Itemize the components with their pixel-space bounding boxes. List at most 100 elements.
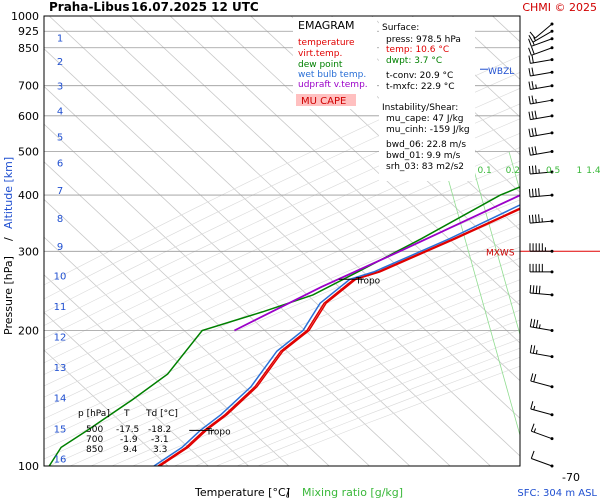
wind-barb-20 <box>530 401 554 417</box>
dry-adiabat-30 <box>44 186 520 398</box>
wind-barb-dot <box>550 29 554 33</box>
wind-barb-flag <box>529 318 533 327</box>
wind-barb-flag <box>531 54 534 63</box>
table-row-500-p: 500 <box>86 425 103 435</box>
wind-barb-1 <box>528 29 554 43</box>
dry-adiabat-60 <box>44 223 520 430</box>
p-tick-label: 200 <box>18 325 39 338</box>
wind-barb-21 <box>530 423 554 441</box>
dry-adiabat-70 <box>44 235 520 440</box>
wind-barb-flag <box>532 319 536 328</box>
wind-barb-dot <box>550 70 554 74</box>
surface-press: press: 978.5 hPa <box>386 35 461 45</box>
wind-barb-15 <box>529 263 554 274</box>
wind-barb-flag <box>531 95 534 104</box>
dry-adiabat-10 <box>44 160 520 375</box>
isotherm--50 <box>169 16 520 344</box>
legend-item-dew-point: dew point <box>298 60 343 70</box>
isotherm--150 <box>44 274 249 466</box>
instability-srh03: srh_03: 83 m2/s2 <box>386 162 464 172</box>
wind-barb-flag <box>533 428 537 433</box>
isotherm--100 <box>44 85 451 466</box>
wind-barb-flag <box>535 165 537 174</box>
mixing-ratio-label: 1.4 <box>586 166 600 176</box>
wind-barb-flag <box>530 423 535 432</box>
dry-adiabat--60 <box>44 55 520 286</box>
wind-barb-dot <box>550 413 554 417</box>
wind-barb-flag <box>534 146 537 155</box>
wind-barb-shaft <box>531 38 553 47</box>
wind-barb-flag <box>528 165 531 175</box>
surface-box: Surface: press: 978.5 hPa temp: 10.6 °C … <box>379 17 475 181</box>
tropopause-label-0: Tropo <box>205 427 231 437</box>
wind-barb-flag <box>535 98 537 104</box>
wind-barb-shaft <box>530 171 553 175</box>
altitude-tick-label: 6 <box>57 159 63 170</box>
wind-barb-shaft <box>532 30 553 43</box>
series-line-udpraft-v-temp- <box>233 194 520 332</box>
wind-barb-flag <box>528 128 531 137</box>
x-axis-label: Temperature [°C] / Mixing ratio [g/kg] <box>194 486 403 499</box>
isotherm--130 <box>44 198 330 466</box>
wind-barb-flag <box>535 285 538 294</box>
tropopause-label-1: Tropo <box>355 276 381 286</box>
isotherm--80 <box>48 16 520 457</box>
wind-barb-18 <box>529 344 554 359</box>
wind-barb-dot <box>550 219 554 223</box>
isotherm--60 <box>129 16 520 382</box>
wind-barb-4 <box>528 54 554 64</box>
mu-cape-badge-bg <box>296 94 356 106</box>
altitude-tick-label: 3 <box>57 81 63 92</box>
wind-barb-shaft <box>530 115 553 121</box>
wind-barb-flag <box>530 450 535 459</box>
legend-title: EMAGRAM <box>298 19 355 32</box>
wind-barb-dot <box>550 149 554 153</box>
wind-barb-shaft <box>530 194 553 198</box>
plot-frame <box>43 15 521 467</box>
wind-barb-flag <box>535 349 538 354</box>
wind-barb-flag <box>531 165 534 174</box>
wind-barb-flag <box>528 188 531 198</box>
mixing-ratio-label: 0.5 <box>546 166 560 176</box>
mixing-ratio-line-0 <box>440 151 520 437</box>
x-tick-label: -70 <box>562 471 580 484</box>
p-tick-label: 500 <box>18 145 39 158</box>
wind-barb-dot <box>550 84 554 88</box>
y-axis-label: Pressure [hPa] / Altitude [km] <box>2 157 15 335</box>
wind-barb-8 <box>528 110 554 121</box>
wind-barb-dot <box>550 193 554 197</box>
legend-item-temperature: temperature <box>298 38 355 48</box>
y-axis-label-altitude: Altitude [km] <box>2 157 15 229</box>
wind-barb-2 <box>528 37 554 47</box>
wind-barb-shaft <box>530 71 553 77</box>
sfc-label: SFC: 304 m ASL <box>517 488 597 499</box>
altitude-tick-label: 14 <box>54 393 67 404</box>
wind-barb-dot <box>550 437 554 441</box>
table-row-850-p: 850 <box>86 445 103 455</box>
mu-cape-badge: MU CAPE <box>301 96 346 107</box>
wind-barb-flag <box>533 374 537 382</box>
p-tick-label: 1000 <box>11 10 39 23</box>
wind-barb-flag <box>532 41 535 46</box>
wind-barb-flag <box>531 81 534 90</box>
wind-barb-shaft <box>530 352 553 358</box>
isotherm--70 <box>89 16 520 419</box>
wind-barb-flag <box>528 47 532 56</box>
wind-barb-dot <box>550 464 554 468</box>
wind-barb-flag <box>531 128 534 137</box>
wind-barb-dot <box>550 293 554 297</box>
wind-barb-flag <box>532 285 535 294</box>
wind-barb-5 <box>528 67 554 77</box>
wind-barb-shaft <box>530 326 553 332</box>
altitude-tick-label: 10 <box>54 272 67 283</box>
p-tick-label: 600 <box>18 110 39 123</box>
wind-barb-flag <box>531 111 534 120</box>
wind-barb-flag <box>534 110 537 119</box>
mixing-ratio-label: 1 <box>576 166 582 176</box>
surface-temp: temp: 10.6 °C <box>386 45 449 55</box>
instability-mucinh: mu_cinh: -159 J/kg <box>386 125 470 135</box>
wind-barb-dot <box>550 46 554 50</box>
isotherm--90 <box>44 48 491 466</box>
wind-barb-shaft <box>530 59 553 64</box>
